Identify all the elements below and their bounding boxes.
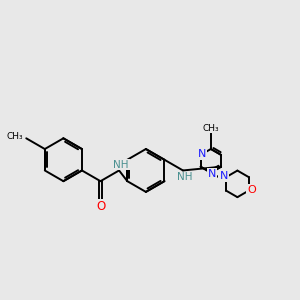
Text: O: O	[247, 185, 256, 195]
Text: N: N	[219, 171, 228, 182]
Text: CH₃: CH₃	[7, 132, 23, 141]
Text: CH₃: CH₃	[202, 124, 219, 133]
Text: N: N	[198, 149, 206, 159]
Text: O: O	[96, 200, 105, 213]
Text: NH: NH	[177, 172, 193, 182]
Text: N: N	[208, 169, 217, 179]
Text: NH: NH	[113, 160, 129, 170]
